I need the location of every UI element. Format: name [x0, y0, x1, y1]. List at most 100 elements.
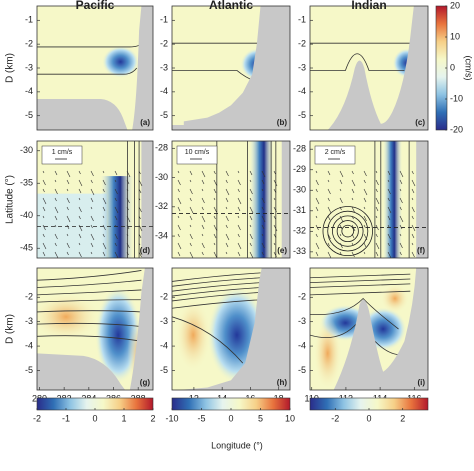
current-vector [237, 179, 241, 186]
panel-field [172, 268, 290, 390]
current-vector [177, 242, 182, 250]
panel-field [37, 6, 153, 130]
current-vector [201, 188, 204, 192]
current-vector [189, 251, 194, 258]
y-axis-label: D (km) [5, 53, 16, 83]
panel-field [172, 6, 290, 130]
y-tick-label: -4 [298, 340, 306, 350]
current-vector [399, 197, 403, 204]
colorbar-tick-label: -2 [33, 413, 41, 423]
y-tick-label: -3 [298, 316, 306, 326]
current-vector [351, 224, 356, 232]
current-vector [213, 251, 217, 258]
current-vector [138, 242, 141, 246]
contour-line [310, 291, 410, 295]
current-vector [339, 170, 344, 178]
current-vector [66, 224, 70, 230]
current-vector [351, 179, 356, 187]
current-vector [411, 233, 415, 239]
current-vector [225, 197, 229, 203]
current-vector [375, 224, 379, 231]
contour-line [172, 300, 261, 309]
velocity-warm [380, 283, 410, 314]
current-vector [351, 197, 354, 201]
current-vector [327, 242, 330, 247]
current-vector [102, 215, 105, 219]
current-vector [90, 224, 93, 229]
current-vector [363, 215, 367, 222]
current-vector [327, 251, 332, 258]
current-vector [126, 224, 130, 230]
current-vector [315, 242, 320, 250]
current-vector [42, 215, 45, 219]
contour-line [37, 68, 137, 74]
current-vector [201, 224, 205, 230]
panel-shapes [310, 141, 428, 258]
current-vector [399, 188, 402, 192]
current-vector [54, 170, 58, 176]
panel-field [310, 268, 428, 390]
current-vector [363, 206, 366, 210]
current-vector [351, 215, 354, 220]
current-vector [213, 188, 217, 194]
panel-field [37, 268, 153, 390]
y-tick-label: -1 [160, 15, 168, 25]
current-vector [375, 233, 378, 238]
current-vector [78, 242, 81, 246]
colorbar-tick-label: 2 [150, 413, 155, 423]
current-vector [411, 170, 414, 175]
current-vector [189, 188, 193, 195]
current-vector [339, 233, 342, 237]
current-vector [273, 179, 278, 187]
panel-shapes [310, 268, 428, 390]
current-vector [261, 170, 266, 178]
x-axis-label: Longitude (°) [211, 440, 263, 450]
current-vector [78, 251, 82, 258]
current-vector [399, 224, 403, 230]
y-tick-label: -2 [160, 39, 168, 49]
current-vector [249, 224, 252, 228]
column-title: Atlantic [209, 0, 253, 12]
current-vector [411, 206, 415, 213]
current-vector [54, 179, 57, 183]
contour-line [310, 274, 410, 278]
current-vector [114, 242, 117, 247]
current-vector [387, 170, 391, 176]
y-tick-label: -32 [155, 201, 168, 211]
current-vector [126, 206, 129, 211]
current-vector [399, 206, 402, 211]
current-vector [237, 242, 242, 250]
current-vector [114, 188, 118, 195]
y-tick-label: -28 [293, 144, 306, 154]
current-vector [138, 206, 142, 213]
panel-label: (i) [417, 378, 425, 387]
current-vector [375, 206, 379, 212]
current-vector [213, 233, 217, 239]
current-vector [363, 170, 367, 177]
contour-line [172, 317, 243, 363]
current-vector [249, 197, 252, 202]
current-vector [201, 206, 204, 211]
contour-line [172, 283, 261, 292]
current-vector [138, 251, 142, 258]
current-vector [399, 251, 402, 256]
velocity-band [249, 141, 274, 258]
current-vector [78, 215, 81, 220]
panel-shapes [172, 268, 290, 390]
panel-frame [36, 140, 154, 259]
current-vector [102, 206, 106, 212]
velocity-warm [37, 292, 101, 342]
current-vector [411, 188, 415, 194]
y-tick-label: -40 [20, 210, 33, 220]
current-vector [339, 251, 342, 256]
eddy-contour [323, 207, 373, 256]
current-vector [66, 242, 70, 249]
velocity-warm [313, 316, 342, 390]
current-vector [42, 242, 47, 250]
current-vector [339, 206, 342, 211]
y-tick-label: -2 [298, 39, 306, 49]
current-vector [126, 197, 130, 204]
scale-label: 1 cm/s [52, 149, 73, 156]
